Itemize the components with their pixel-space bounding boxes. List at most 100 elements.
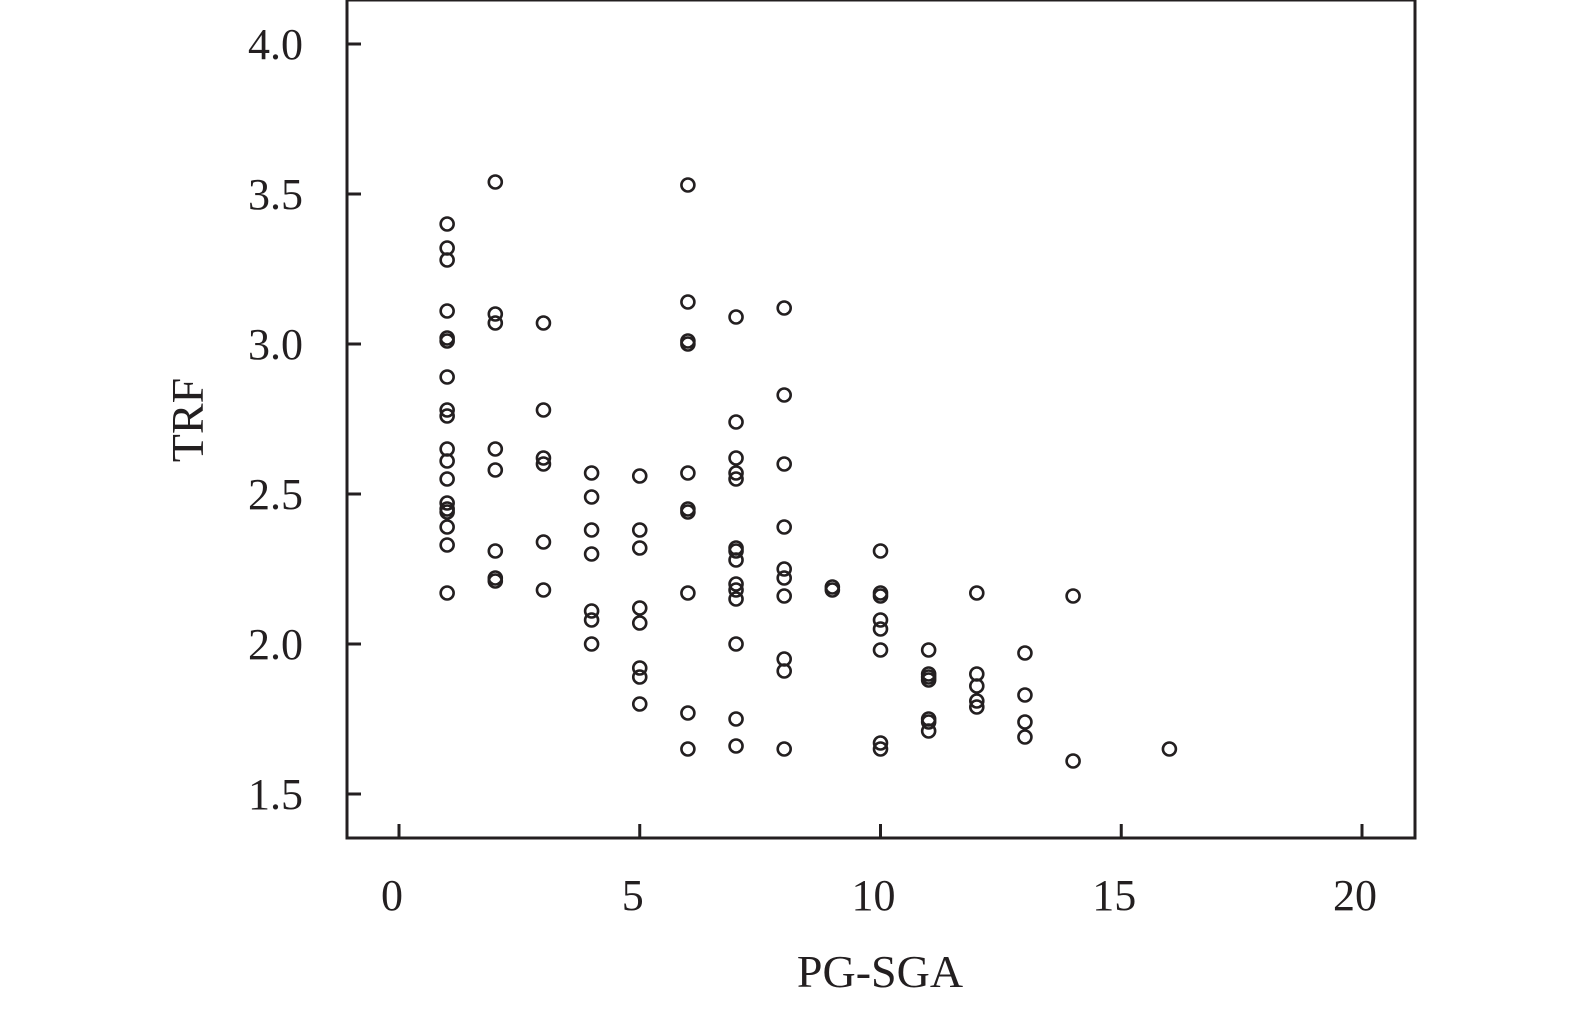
x-tick-label: 15 <box>1092 871 1136 920</box>
data-point <box>439 519 455 535</box>
data-point <box>680 294 696 310</box>
data-point <box>872 612 889 628</box>
data-point <box>583 603 600 619</box>
y-tick-label: 1.5 <box>248 770 303 819</box>
data-point <box>631 600 648 616</box>
data-point <box>824 582 841 598</box>
data-point <box>1017 687 1033 703</box>
data-point <box>728 591 744 607</box>
data-point <box>631 660 648 676</box>
data-point <box>583 465 600 481</box>
data-point <box>872 642 889 658</box>
data-point <box>728 471 744 487</box>
data-point <box>535 582 552 598</box>
y-axis: 1.5 2.0 2.5 3.0 3.5 4.0 <box>248 20 361 819</box>
x-tick-label: 0 <box>381 871 403 920</box>
data-point <box>583 612 600 628</box>
data-point <box>487 315 504 331</box>
data-point <box>439 216 455 232</box>
data-point <box>728 711 744 727</box>
data-point <box>439 585 455 601</box>
data-point <box>872 588 889 604</box>
data-point <box>680 705 696 721</box>
data-point <box>487 573 504 589</box>
data-point <box>583 636 600 652</box>
data-point <box>920 714 937 730</box>
data-point <box>631 669 648 685</box>
data-point <box>535 450 552 466</box>
data-point <box>631 615 648 631</box>
data-point <box>680 585 696 601</box>
y-tick-label: 2.5 <box>248 470 303 519</box>
data-point <box>872 543 889 559</box>
data-point <box>776 588 793 604</box>
data-point <box>680 504 696 520</box>
data-point <box>439 504 455 520</box>
data-point <box>968 693 985 709</box>
data-point <box>776 561 793 577</box>
data-point <box>776 300 793 316</box>
data-point <box>728 414 744 430</box>
data-point <box>439 252 455 268</box>
data-point <box>583 489 600 505</box>
data-point <box>439 402 455 418</box>
y-tick-label: 3.5 <box>248 170 303 219</box>
data-point <box>680 336 696 352</box>
data-point <box>776 570 793 586</box>
data-point <box>487 462 504 478</box>
data-point <box>1017 645 1033 661</box>
data-point <box>439 453 455 469</box>
data-point <box>631 696 648 712</box>
data-point <box>776 456 793 472</box>
data-point <box>535 534 552 550</box>
data-point <box>439 369 455 385</box>
data-point <box>968 585 985 601</box>
data-point <box>968 699 985 715</box>
data-point <box>920 642 937 658</box>
data-point <box>1065 753 1081 769</box>
data-point <box>487 543 504 559</box>
data-point <box>776 519 793 535</box>
data-point <box>680 741 696 757</box>
data-point <box>728 552 744 568</box>
data-point <box>487 441 504 457</box>
y-axis-title: TRF <box>162 378 213 462</box>
data-point <box>439 537 455 553</box>
data-point <box>728 636 744 652</box>
x-tick-label: 10 <box>852 871 896 920</box>
x-axis-title: PG-SGA <box>797 946 963 997</box>
data-point <box>680 465 696 481</box>
data-point <box>583 546 600 562</box>
data-point <box>1017 714 1033 730</box>
data-point <box>776 741 793 757</box>
data-point <box>728 543 744 559</box>
y-tick-label: 3.0 <box>248 320 303 369</box>
data-point <box>680 177 696 193</box>
data-point <box>776 663 793 679</box>
data-point <box>728 309 744 325</box>
data-point <box>535 315 552 331</box>
data-point <box>872 735 889 751</box>
data-point <box>439 303 455 319</box>
data-point <box>728 576 744 592</box>
data-point <box>535 402 552 418</box>
data-point <box>1017 729 1033 745</box>
data-point <box>872 621 889 637</box>
data-point <box>631 468 648 484</box>
data-point <box>968 678 985 694</box>
data-point <box>487 174 504 190</box>
data-point <box>439 333 455 349</box>
data-point <box>776 387 793 403</box>
data-point <box>631 522 648 538</box>
data-point <box>728 738 744 754</box>
data-point <box>1065 588 1081 604</box>
data-point <box>728 465 744 481</box>
y-tick-label: 4.0 <box>248 20 303 69</box>
data-point <box>439 495 455 511</box>
data-points <box>439 174 1178 769</box>
data-point <box>535 456 552 472</box>
data-point <box>728 450 744 466</box>
data-point <box>728 582 744 598</box>
data-point <box>487 306 504 322</box>
